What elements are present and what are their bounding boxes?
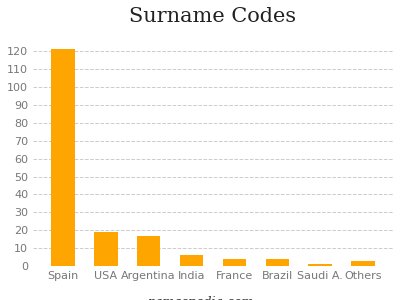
Bar xyxy=(266,259,289,266)
Text: namespedia.com: namespedia.com xyxy=(147,296,253,300)
Bar xyxy=(351,261,375,266)
Bar xyxy=(180,255,203,266)
Bar xyxy=(223,259,246,266)
Bar xyxy=(51,49,75,266)
Bar xyxy=(308,264,332,266)
Bar xyxy=(94,232,118,266)
Bar xyxy=(137,236,160,266)
Title: Surname Codes: Surname Codes xyxy=(130,7,296,26)
